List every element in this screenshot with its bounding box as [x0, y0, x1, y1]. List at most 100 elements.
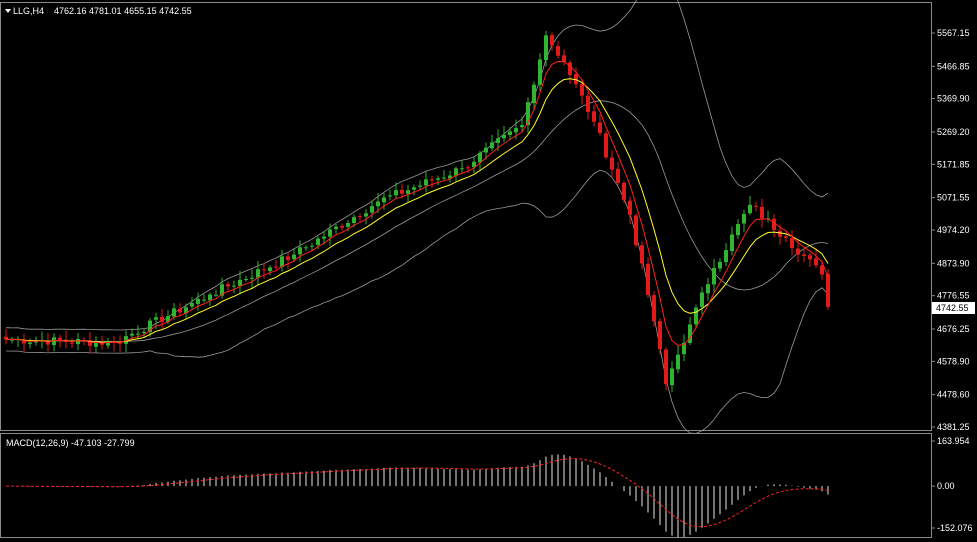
bearish-candle — [430, 179, 434, 181]
bearish-candle — [58, 337, 62, 341]
dropdown-triangle-icon[interactable] — [5, 9, 11, 13]
bullish-candle — [724, 250, 728, 263]
bullish-candle — [424, 179, 428, 186]
bullish-candle — [484, 147, 488, 153]
bullish-candle — [10, 339, 14, 341]
bearish-candle — [562, 55, 566, 62]
bearish-candle — [658, 321, 662, 350]
bearish-candle — [802, 254, 806, 256]
bullish-candle — [76, 338, 80, 345]
bullish-candle — [136, 333, 140, 335]
bullish-candle — [298, 247, 302, 255]
bullish-candle — [352, 217, 356, 223]
bearish-candle — [568, 62, 572, 75]
bearish-candle — [46, 340, 50, 345]
moving-averages — [5, 60, 829, 346]
bullish-candle — [268, 267, 272, 272]
bullish-candle — [28, 342, 32, 344]
bullish-candle — [472, 161, 476, 168]
bullish-candle — [730, 234, 734, 252]
bearish-candle — [634, 215, 638, 246]
bearish-candle — [592, 111, 596, 122]
bearish-candle — [466, 167, 470, 169]
bullish-candle — [478, 152, 482, 163]
macd-histogram — [11, 454, 829, 538]
bullish-candle — [196, 298, 200, 304]
bullish-candle — [244, 279, 248, 281]
bullish-candle — [202, 299, 206, 301]
bullish-candle — [232, 285, 236, 287]
bullish-candle — [742, 213, 746, 224]
bearish-candle — [616, 168, 620, 183]
bearish-candle — [664, 349, 668, 385]
macd-tick-label: 163.954 — [937, 436, 970, 446]
chart-header: LLG,H4 4762.16 4781.01 4655.15 4742.55 — [5, 6, 192, 16]
bullish-candle — [544, 35, 548, 61]
bullish-candle — [520, 125, 524, 128]
bullish-candle — [322, 236, 326, 239]
price-tick-label: 4478.60 — [937, 390, 970, 400]
bearish-candle — [262, 269, 266, 271]
bearish-candle — [274, 266, 278, 268]
bullish-candle — [514, 128, 518, 133]
candles — [4, 30, 830, 393]
bearish-candle — [574, 74, 578, 85]
bullish-candle — [382, 197, 386, 203]
bearish-candle — [778, 230, 782, 237]
price-tick-label: 4974.20 — [937, 225, 970, 235]
price-axis: 5567.15 5466.85 5369.90 5269.20 5171.85 5071.… — [931, 28, 970, 432]
price-tick-label: 4873.90 — [937, 258, 970, 268]
bullish-candle — [460, 168, 464, 170]
bullish-candle — [220, 284, 224, 296]
macd-panel: 163.954 0.00 -152.076 MACD(12,26,9) -47.10… — [0, 433, 973, 538]
bullish-candle — [502, 134, 506, 139]
bullish-candle — [364, 213, 368, 217]
bearish-candle — [808, 255, 812, 260]
price-tick-label: 4578.90 — [937, 356, 970, 366]
macd-label: MACD(12,26,9) -47.103 -27.799 — [6, 438, 135, 448]
price-tick-label: 5369.90 — [937, 94, 970, 104]
bollinger-bands — [5, 0, 829, 434]
bullish-candle — [280, 256, 284, 267]
bearish-candle — [22, 340, 26, 344]
bullish-candle — [208, 294, 212, 301]
macd-signal-path — [6, 458, 829, 528]
bullish-candle — [748, 204, 752, 214]
ema-fast-line — [5, 60, 829, 346]
bullish-candle — [412, 187, 416, 190]
bullish-candle — [130, 333, 134, 336]
lower-band-line — [5, 169, 829, 434]
bearish-candle — [772, 218, 776, 231]
bearish-candle — [760, 206, 764, 219]
price-tick-label: 4776.55 — [937, 291, 970, 301]
bullish-candle — [670, 368, 674, 386]
bullish-candle — [418, 185, 422, 187]
bearish-candle — [796, 248, 800, 255]
bullish-candle — [292, 254, 296, 260]
bearish-candle — [580, 83, 584, 96]
macd-tick-label: 0.00 — [937, 481, 955, 491]
bearish-candle — [358, 216, 362, 218]
bearish-candle — [754, 205, 758, 207]
ema-slow-line — [6, 78, 829, 343]
bearish-candle — [586, 95, 590, 112]
bullish-candle — [94, 342, 98, 347]
bullish-candle — [694, 307, 698, 325]
bullish-candle — [310, 245, 314, 247]
macd-panel-border — [0, 433, 932, 538]
bearish-candle — [340, 226, 344, 228]
bullish-candle — [508, 131, 512, 136]
bullish-candle — [376, 201, 380, 207]
bearish-candle — [226, 284, 230, 287]
bullish-candle — [436, 178, 440, 180]
bullish-candle — [184, 307, 188, 314]
price-tick-label: 5466.85 — [937, 61, 970, 71]
bullish-candle — [256, 269, 260, 278]
bearish-candle — [826, 273, 830, 307]
bullish-candle — [250, 277, 254, 279]
bearish-candle — [88, 340, 92, 346]
price-tick-label: 5171.85 — [937, 159, 970, 169]
price-tick-label: 5071.55 — [937, 193, 970, 203]
bearish-candle — [556, 46, 560, 56]
